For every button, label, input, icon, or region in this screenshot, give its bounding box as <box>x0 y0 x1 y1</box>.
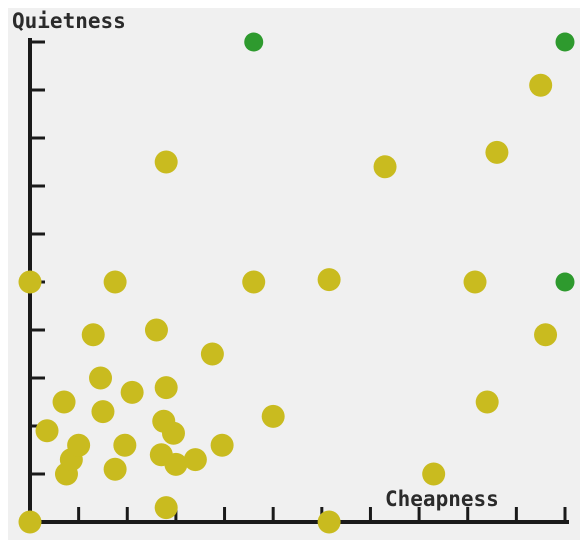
data-point <box>317 268 341 292</box>
data-point <box>154 496 178 520</box>
data-point <box>103 270 127 294</box>
data-point <box>373 155 397 179</box>
y-axis-label: Quietness <box>12 9 126 33</box>
data-point <box>242 270 266 294</box>
data-point <box>67 433 91 457</box>
plot-background <box>8 8 580 540</box>
data-point <box>463 270 487 294</box>
data-point <box>200 342 224 366</box>
data-point <box>183 448 207 472</box>
x-axis-label: Cheapness <box>385 487 499 511</box>
data-point <box>103 457 127 481</box>
data-point <box>210 433 234 457</box>
data-point <box>475 390 499 414</box>
data-points <box>18 32 575 534</box>
data-point <box>144 318 168 342</box>
data-point <box>555 272 575 292</box>
data-point <box>52 390 76 414</box>
data-point <box>154 150 178 174</box>
data-point <box>91 400 115 424</box>
data-point <box>485 140 509 164</box>
data-point <box>18 510 42 534</box>
data-point <box>317 510 341 534</box>
data-point <box>534 323 558 347</box>
data-point <box>244 32 264 52</box>
data-point <box>81 323 105 347</box>
data-point <box>120 380 144 404</box>
data-point <box>261 404 285 428</box>
data-point <box>161 421 185 445</box>
data-point <box>35 419 59 443</box>
data-point <box>529 73 553 97</box>
data-point <box>154 376 178 400</box>
data-point <box>18 270 42 294</box>
data-point <box>422 462 446 486</box>
data-point <box>555 32 575 52</box>
data-point <box>113 433 137 457</box>
data-point <box>164 452 188 476</box>
data-point <box>89 366 113 390</box>
